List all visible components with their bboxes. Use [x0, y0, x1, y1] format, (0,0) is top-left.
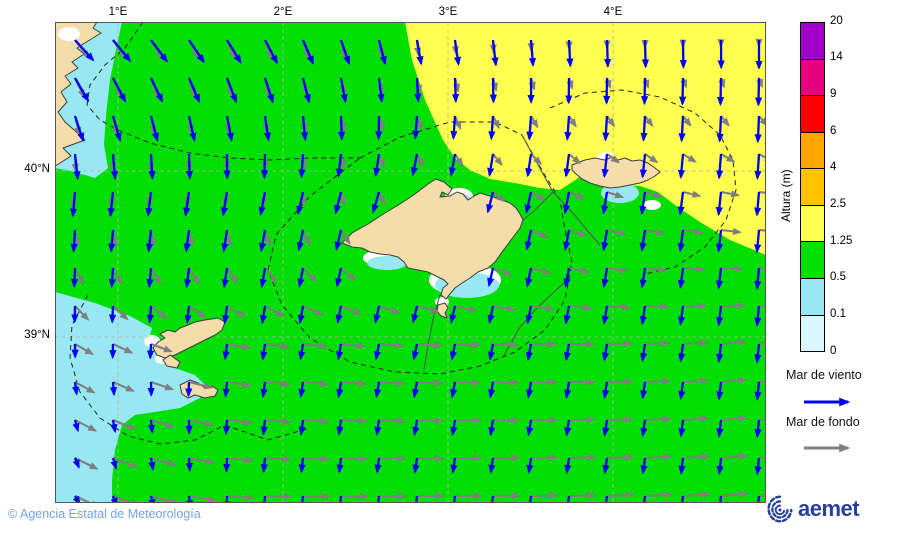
colorbar-tick-label: 2.5 — [830, 197, 846, 210]
land-mallorca — [341, 178, 524, 300]
colorbar-tick-label: 0.5 — [830, 271, 846, 284]
colorbar-segment — [801, 205, 824, 243]
x-tick-2e: 2°E — [273, 6, 293, 18]
zone-boundary-coastal — [86, 22, 360, 161]
water-yellow-northeast — [400, 22, 766, 255]
x-tick-3e: 3°E — [438, 6, 458, 18]
zone-boundary-balearic-ring — [267, 121, 573, 375]
water-cyan-southwest — [55, 292, 205, 503]
y-tick-40n: 40°N — [24, 163, 50, 175]
colorbar-tick-label: 14 — [830, 51, 843, 64]
wind-sea-arrow-field — [69, 39, 763, 503]
colorbar-tick-label: 1.25 — [830, 234, 853, 247]
colorbar-title: Altura (m) — [779, 169, 793, 222]
cyan-mallorca-south-bay — [367, 256, 407, 270]
swell-arrow-icon — [804, 443, 851, 453]
y-tick-39n: 39°N — [24, 329, 50, 341]
copyright-text: © Agencia Estatal de Meteorología — [8, 507, 201, 521]
colorbar-tick-label: 20 — [830, 14, 843, 27]
colorbar-segment — [801, 315, 824, 352]
colorbar-segment — [801, 278, 824, 316]
white-ebro-delta-lagoon — [58, 27, 80, 41]
aemet-swirl-icon — [767, 495, 793, 523]
x-tick-4e: 4°E — [603, 6, 623, 18]
colorbar — [800, 22, 825, 352]
aemet-logo-text: aemet — [798, 496, 860, 521]
x-tick-1e: 1°E — [108, 6, 128, 18]
colorbar-tick-label: 4 — [830, 161, 837, 174]
land-mainland-coast — [55, 22, 102, 166]
colorbar-tick-label: 6 — [830, 124, 837, 137]
land-ibiza-south-lobe — [162, 354, 181, 369]
colorbar-tick-label: 0 — [830, 344, 837, 357]
wind-sea-label: Mar de viento — [786, 368, 862, 382]
colorbar-segment — [801, 169, 824, 206]
colorbar-segment — [801, 242, 824, 279]
map-frame — [55, 22, 766, 503]
white-menorca-southeast — [643, 200, 661, 210]
colorbar-segment — [801, 132, 824, 170]
aemet-logo: aemet — [762, 492, 860, 526]
colorbar-segment — [801, 59, 824, 97]
colorbar-segment — [801, 96, 824, 133]
colorbar-segment — [801, 23, 824, 60]
colorbar-tick-label: 9 — [830, 87, 837, 100]
zone-boundary-ibiza-ring — [69, 294, 311, 445]
colorbar-tick-label: 0.1 — [830, 307, 846, 320]
swell-arrow-field — [70, 38, 766, 503]
wind-sea-arrow-icon — [804, 397, 851, 407]
swell-label: Mar de fondo — [786, 415, 860, 429]
wave-height-map — [55, 22, 766, 503]
zone-boundary-menorca-arc — [549, 89, 737, 275]
